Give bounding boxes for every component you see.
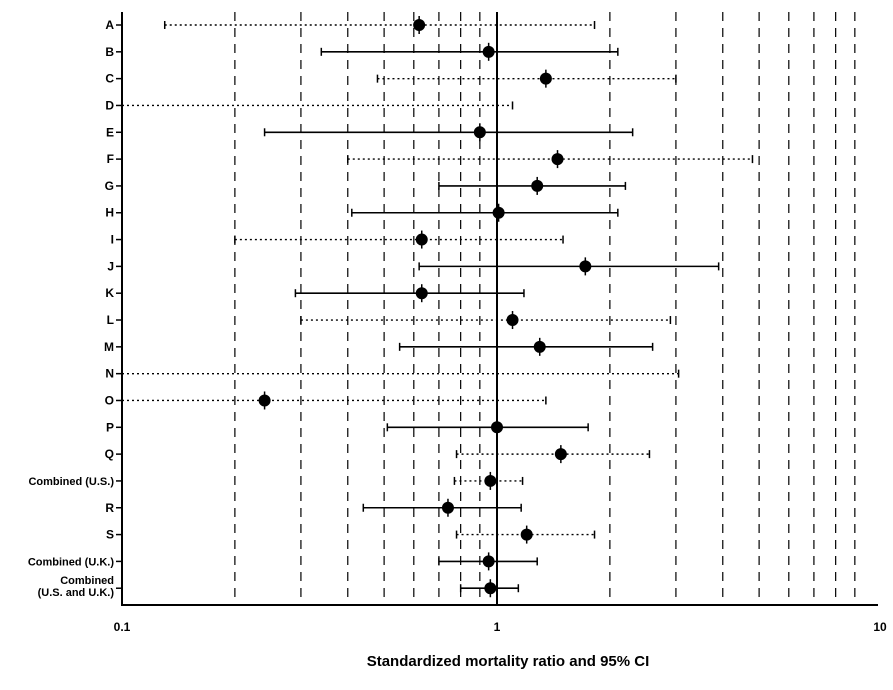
forest-row: Combined(U.S. and U.K.) — [38, 575, 520, 599]
estimate-point — [482, 45, 495, 58]
row-label: S — [106, 528, 114, 542]
estimate-point — [492, 206, 505, 219]
row-label: J — [107, 259, 114, 273]
forest-row: O — [105, 391, 547, 410]
row-label: R — [105, 501, 114, 515]
forest-row: N — [105, 367, 680, 381]
x-tick-labels: 0.1 1 10 — [114, 620, 887, 634]
estimate-point — [484, 474, 497, 487]
forest-row: L — [107, 311, 672, 330]
forest-row: P — [106, 418, 589, 437]
row-label: N — [105, 367, 114, 381]
row-label: H — [105, 206, 114, 220]
forest-row: S — [106, 525, 596, 544]
estimate-point — [484, 582, 497, 595]
row-label: K — [105, 286, 114, 300]
row-label: Combined (U.S.) — [28, 476, 114, 488]
estimate-point — [473, 126, 486, 139]
forest-row: F — [107, 150, 754, 169]
row-label: O — [105, 393, 114, 407]
row-label: A — [105, 18, 114, 32]
estimate-point — [551, 153, 564, 166]
forest-row: I — [111, 230, 564, 249]
estimate-point — [579, 260, 592, 273]
forest-row: H — [105, 203, 619, 222]
estimate-point — [539, 72, 552, 85]
row-label: B — [105, 45, 114, 59]
x-tick-label: 0.1 — [114, 620, 131, 634]
forest-row: C — [105, 69, 677, 88]
forest-row: Combined (U.S.) — [28, 471, 524, 490]
estimate-point — [554, 448, 567, 461]
forest-row: E — [106, 123, 634, 142]
grid-lines — [234, 12, 856, 605]
row-label: Q — [105, 447, 114, 461]
estimate-point — [441, 501, 454, 514]
row-label: D — [105, 98, 114, 112]
forest-row: D — [105, 98, 514, 112]
forest-row: B — [105, 42, 619, 61]
row-label: M — [104, 340, 114, 354]
estimate-point — [482, 555, 495, 568]
row-label: (U.S. and U.K.) — [38, 587, 115, 599]
forest-row: M — [104, 337, 654, 356]
estimate-point — [533, 340, 546, 353]
estimate-point — [506, 314, 519, 327]
estimate-point — [415, 287, 428, 300]
row-label: L — [107, 313, 114, 327]
estimate-point — [258, 394, 271, 407]
row-label: P — [106, 420, 114, 434]
forest-row: K — [105, 284, 525, 303]
row-label: Combined — [60, 575, 114, 587]
forest-row: G — [105, 176, 627, 195]
estimate-point — [531, 179, 544, 192]
x-axis-title: Standardized mortality ratio and 95% CI — [367, 653, 650, 670]
estimate-point — [491, 421, 503, 434]
estimate-point — [415, 233, 428, 246]
row-label: Combined (U.K.) — [28, 556, 114, 568]
row-label: G — [105, 179, 114, 193]
row-label: I — [111, 233, 114, 247]
forest-row: A — [105, 16, 596, 34]
forest-row: R — [105, 498, 522, 517]
forest-row: Combined (U.K.) — [28, 552, 538, 571]
row-label: F — [107, 152, 114, 166]
estimate-point — [520, 528, 533, 541]
forest-row: J — [107, 257, 720, 276]
row-label: C — [105, 72, 114, 86]
row-label: E — [106, 125, 114, 139]
x-tick-label: 1 — [494, 620, 501, 634]
x-tick-label: 10 — [873, 620, 887, 634]
estimate-point — [413, 19, 426, 31]
forest-row: Q — [105, 445, 651, 464]
